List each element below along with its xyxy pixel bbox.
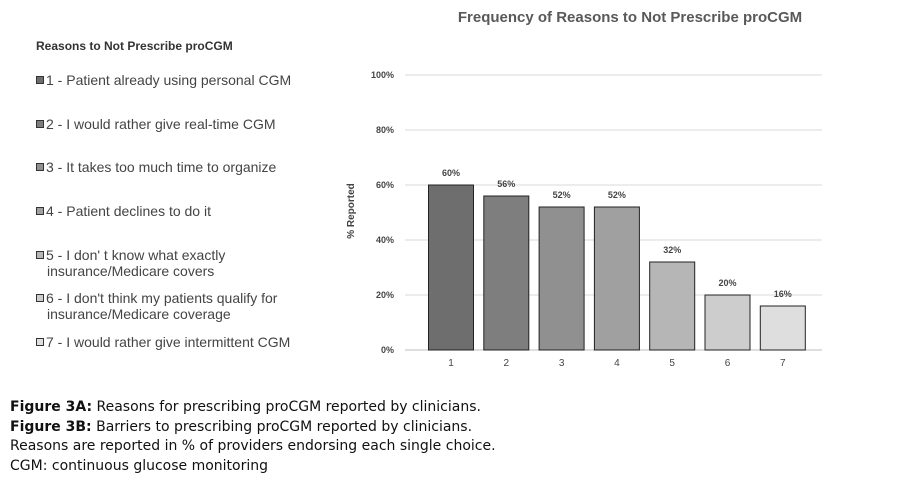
figure-caption: Figure 3A: Reasons for prescribing proCG… — [10, 398, 496, 476]
data-label-5: 32% — [663, 245, 681, 255]
y-tick-label: 60% — [376, 180, 394, 190]
data-label-2: 56% — [497, 179, 515, 189]
legend-item-2: 2 - I would rather give real-time CGM — [36, 116, 336, 132]
data-label-3: 52% — [553, 190, 571, 200]
x-tick-label: 2 — [504, 358, 510, 369]
legend-label-2: 2 - I would rather give real-time CGM — [46, 116, 276, 132]
caption-line-2: Figure 3B: Barriers to prescribing proCG… — [10, 418, 496, 438]
x-tick-label: 4 — [614, 358, 620, 369]
x-tick-label: 6 — [725, 358, 731, 369]
legend-item-7: 7 - I would rather give intermittent CGM — [36, 334, 336, 350]
bar-1 — [428, 184, 474, 351]
data-label-6: 20% — [718, 278, 736, 288]
y-tick-label: 100% — [371, 70, 394, 80]
bar-2 — [483, 195, 530, 351]
legend-label-1: 1 - Patient already using personal CGM — [46, 72, 292, 88]
x-tick-label: 3 — [559, 358, 565, 369]
fig3a-text: Reasons for prescribing proCGM reported … — [92, 399, 481, 415]
chart-title: Frequency of Reasons to Not Prescribe pr… — [458, 9, 802, 26]
y-tick-label: 20% — [376, 290, 394, 300]
y-tick-label: 0% — [381, 345, 394, 355]
bar-chart: Frequency of Reasons to Not Prescribe pr… — [346, 9, 822, 369]
legend-swatch-3 — [36, 163, 44, 171]
fig3b-label: Figure 3B: — [10, 418, 92, 435]
legend-swatch-2 — [36, 120, 44, 128]
legend-swatch-1 — [36, 76, 44, 84]
caption-line-1: Figure 3A: Reasons for prescribing proCG… — [10, 398, 496, 418]
legend-label-5: 5 - I don' t know what exactly — [46, 247, 226, 263]
legend-title: Reasons to Not Prescribe proCGM — [36, 39, 233, 53]
caption-line-4: CGM: continuous glucose monitoring — [10, 457, 269, 474]
fig3b-text: Barriers to prescribing proCGM reported … — [91, 418, 473, 435]
legend-label-6-line2: insurance/Medicare coverage — [47, 306, 231, 322]
x-tick-label: 5 — [669, 358, 675, 369]
bar-5 — [649, 261, 696, 351]
legend-label-7: 7 - I would rather give intermittent CGM — [46, 334, 291, 350]
legend-item-1: 1 - Patient already using personal CGM — [36, 72, 336, 88]
legend-swatch-6 — [36, 294, 44, 302]
y-tick-label: 80% — [376, 125, 394, 135]
caption-line-3: Reasons are reported in % of providers e… — [10, 438, 496, 454]
bar-3 — [538, 206, 585, 351]
legend-swatch-4 — [36, 207, 44, 215]
legend-item-5: 5 - I don' t know what exactly insurance… — [36, 247, 336, 279]
y-axis-label: % Reported — [346, 183, 357, 239]
fig3a-label: Figure 3A: — [10, 399, 93, 415]
legend-item-6: 6 - I don't think my patients qualify fo… — [36, 290, 336, 322]
y-tick-label: 40% — [376, 235, 394, 245]
bar-7 — [759, 305, 806, 351]
data-label-7: 16% — [774, 289, 792, 299]
data-label-1: 60% — [442, 168, 460, 178]
bar-6 — [704, 294, 751, 351]
x-tick-label: 7 — [780, 358, 786, 369]
legend-label-3: 3 - It takes too much time to organize — [46, 159, 277, 175]
data-label-4: 52% — [608, 190, 626, 200]
x-tick-label: 1 — [448, 358, 454, 369]
bar-4 — [593, 206, 640, 351]
legend-swatch-5 — [36, 251, 44, 259]
legend-swatch-7 — [36, 338, 44, 346]
legend-label-6: 6 - I don't think my patients qualify fo… — [46, 290, 278, 306]
legend-label-5-line2: insurance/Medicare covers — [47, 263, 215, 279]
legend-item-3: 3 - It takes too much time to organize — [36, 159, 336, 175]
legend-item-4: 4 - Patient declines to do it — [36, 203, 336, 219]
legend-label-4: 4 - Patient declines to do it — [46, 203, 211, 219]
